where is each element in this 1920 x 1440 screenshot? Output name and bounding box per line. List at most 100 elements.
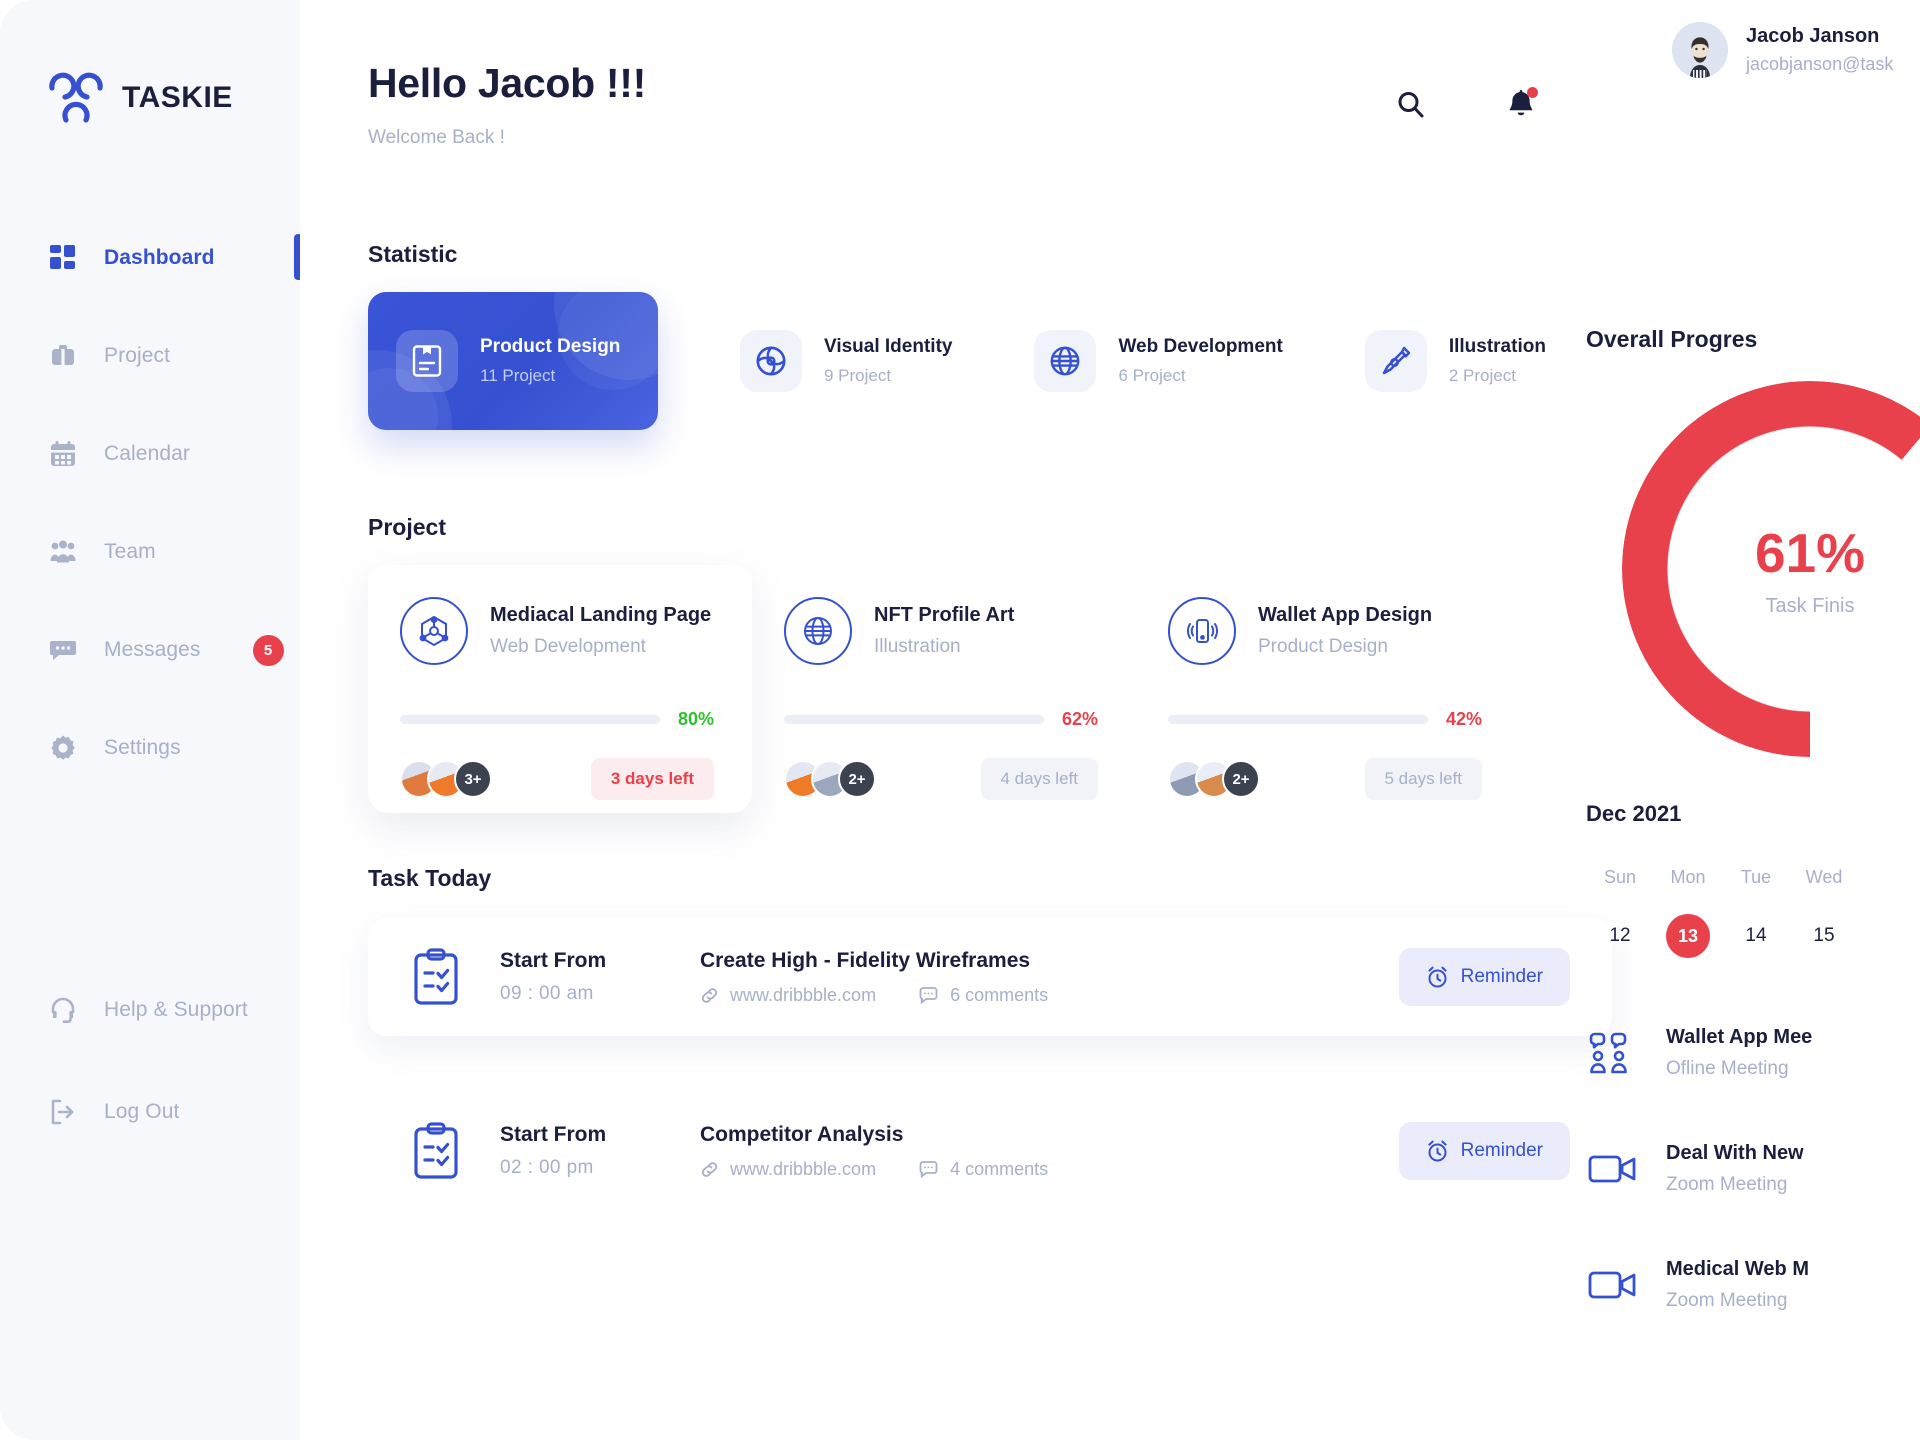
link-icon [701, 987, 718, 1003]
logout-icon [48, 1097, 78, 1127]
task-title: Competitor Analysis [700, 1122, 904, 1146]
sidebar-item-messages[interactable]: Messages 5 [0, 624, 300, 676]
statistic-card-web-development[interactable]: Web Development 6 Project [1034, 330, 1283, 392]
avatar-more-count: 3+ [454, 760, 492, 798]
overall-progress-title: Overall Progres [1586, 326, 1758, 352]
project-card-texts: Mediacal Landing Page Web Development [490, 604, 711, 658]
calendar-date-selected[interactable]: 13 [1654, 914, 1722, 958]
statistic-card-product-design[interactable]: Product Design 11 Project [368, 292, 658, 430]
meeting-title: Wallet App Mee [1666, 1026, 1813, 1048]
globe-icon [1034, 330, 1097, 392]
statistic-card-visual-identity[interactable]: Visual Identity 9 Project [740, 330, 952, 392]
task-start-block: Start From 09 : 00 am [500, 949, 700, 1005]
calendar-day-column[interactable]: Wed 15 [1790, 867, 1858, 958]
greeting-block: Hello Jacob !!! Welcome Back ! [368, 60, 646, 149]
progress-percent: 80% [677, 709, 714, 729]
calendar-date[interactable]: 15 [1790, 914, 1858, 958]
bell-icon[interactable] [1502, 86, 1540, 124]
sidebar-item-calendar[interactable]: Calendar [0, 428, 300, 480]
profile-texts: Jacob Janson jacobjanson@task [1746, 25, 1893, 75]
alarm-clock-icon [1428, 966, 1447, 988]
statistic-card-illustration[interactable]: Illustration 2 Project [1364, 330, 1546, 392]
spiral-icon [740, 330, 802, 392]
member-avatars[interactable]: 2+ [1168, 760, 1260, 798]
calendar-day-column[interactable]: Sun 12 [1586, 867, 1654, 958]
progress-track [1168, 715, 1428, 724]
clipboard-check-icon [410, 948, 462, 1006]
task-link[interactable]: www.dribbble.com [700, 1159, 876, 1180]
progress-percent: 62% [1061, 709, 1098, 729]
calendar-dow-label: Sun [1603, 867, 1637, 887]
brand-name: TASKIE [122, 81, 233, 114]
statistic-card-count: 2 Project [1448, 366, 1516, 385]
meeting-texts: Medical Web M Zoom Meeting [1666, 1258, 1809, 1312]
member-avatars[interactable]: 3+ [400, 760, 492, 798]
globe-icon [784, 597, 852, 665]
statistic-card-texts: Web Development 6 Project [1118, 336, 1282, 386]
calendar-date[interactable]: 12 [1586, 914, 1654, 958]
sidebar-item-project[interactable]: Project [0, 330, 300, 382]
calendar-date-pill: 12 [1609, 925, 1631, 946]
calendar-date[interactable]: 14 [1722, 914, 1790, 958]
meeting-item[interactable]: Medical Web M Zoom Meeting [1586, 1258, 1920, 1312]
brand-logo[interactable]: TASKIE [0, 0, 300, 124]
calendar-month-label: Dec 2021 [1586, 801, 1682, 826]
meeting-title: Medical Web M [1666, 1258, 1809, 1280]
reminder-button-label: Reminder [1460, 1140, 1543, 1161]
project-card-footer: 2+ 4 days left [784, 758, 1098, 800]
sidebar: TASKIE Dashboard [0, 0, 300, 1440]
profile-name: Jacob Janson [1746, 25, 1880, 47]
overall-progress-chart: 61% Task Finis [1586, 381, 1920, 757]
profile-email: jacobjanson@task [1746, 54, 1894, 74]
right-panel: Jacob Janson jacobjanson@task Overall Pr… [1540, 0, 1920, 1440]
content-area: Statistic Product Desig [300, 241, 1612, 1210]
project-card-name: Wallet App Design [1258, 604, 1433, 626]
statistic-card-count: 6 Project [1118, 366, 1186, 385]
project-card-name: Mediacal Landing Page [490, 604, 712, 626]
sidebar-item-settings[interactable]: Settings [0, 722, 300, 774]
project-card-medical-landing-page[interactable]: Mediacal Landing Page Web Development 80… [368, 565, 752, 813]
statistic-card-name: Illustration [1448, 336, 1546, 357]
link-icon [701, 1161, 718, 1177]
task-comments[interactable]: 6 comments [918, 985, 1048, 1006]
calendar-day-column[interactable]: Mon 13 [1654, 867, 1722, 958]
task-link[interactable]: www.dribbble.com [700, 985, 876, 1006]
task-link-text: www.dribbble.com [730, 984, 877, 1005]
project-progress-row: 80% [400, 709, 714, 730]
progress-percent: 42% [1445, 709, 1482, 729]
sidebar-item-team[interactable]: Team [0, 526, 300, 578]
progress-ring-center: 61% Task Finis [1622, 381, 1920, 757]
calendar-day-column[interactable]: Tue 14 [1722, 867, 1790, 958]
meeting-subtitle: Ofline Meeting [1666, 1058, 1789, 1079]
sidebar-item-dashboard[interactable]: Dashboard [0, 232, 300, 284]
calendar-date-pill: 13 [1666, 914, 1710, 958]
sidebar-item-help-support[interactable]: Help & Support [0, 984, 300, 1036]
video-camera-icon [1586, 1262, 1640, 1308]
progress-percent-value: 61% [1754, 521, 1866, 584]
grid-icon [48, 243, 78, 273]
sidebar-item-label: Project [104, 344, 171, 367]
project-card-wallet-app-design[interactable]: Wallet App Design Product Design 42% [1136, 565, 1520, 813]
task-row[interactable]: Start From 09 : 00 am Create High - Fide… [368, 918, 1612, 1036]
top-actions [1392, 60, 1540, 124]
task-comments[interactable]: 4 comments [918, 1159, 1048, 1180]
team-icon [48, 537, 78, 567]
pen-nib-icon [1364, 330, 1427, 392]
project-card-nft-profile-art[interactable]: NFT Profile Art Illustration 62% [752, 565, 1136, 813]
headset-icon [48, 995, 78, 1025]
reminder-button[interactable]: Reminder [1398, 948, 1570, 1006]
top-bar: Hello Jacob !!! Welcome Back ! [300, 0, 1540, 149]
meeting-item[interactable]: Wallet App Mee Ofline Meeting [1586, 1026, 1920, 1080]
avatar-more-count: 2+ [838, 760, 876, 798]
task-meta: www.dribbble.com 6 comments [700, 985, 1399, 1006]
meeting-item[interactable]: Deal With New Zoom Meeting [1586, 1142, 1920, 1196]
task-row[interactable]: Start From 02 : 00 pm Competitor Analysi… [368, 1092, 1612, 1210]
reminder-button[interactable]: Reminder [1398, 1122, 1570, 1180]
search-icon[interactable] [1392, 86, 1430, 124]
project-card-footer: 3+ 3 days left [400, 758, 714, 800]
project-section-title: Project [368, 514, 446, 540]
member-avatars[interactable]: 2+ [784, 760, 876, 798]
sidebar-item-logout[interactable]: Log Out [0, 1086, 300, 1138]
user-profile[interactable]: Jacob Janson jacobjanson@task [1672, 0, 1920, 78]
statistic-card-name: Product Design [480, 336, 621, 357]
